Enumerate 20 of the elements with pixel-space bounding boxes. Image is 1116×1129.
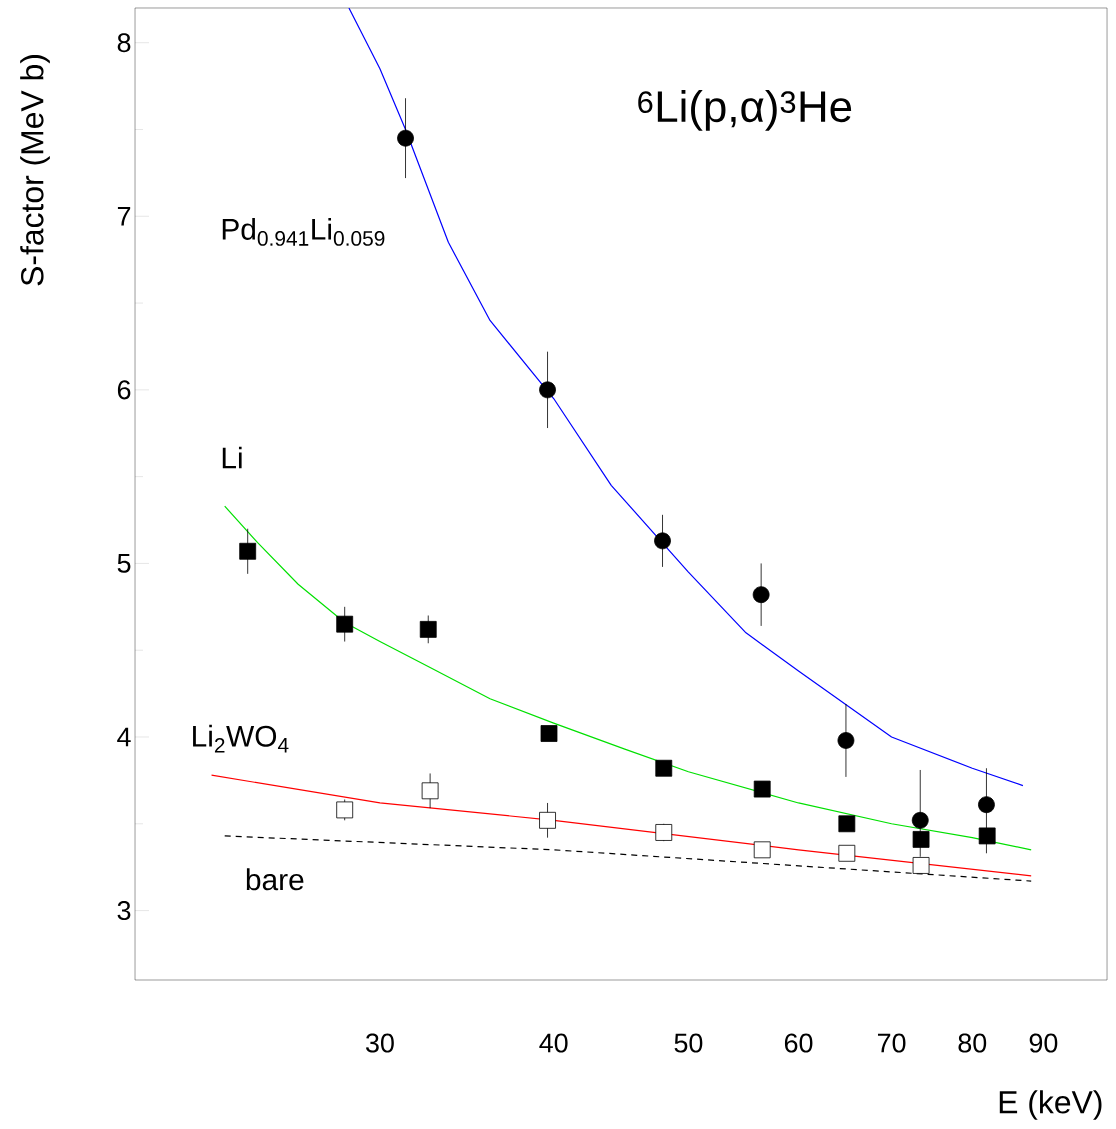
- x-axis-title: E (keV): [999, 1090, 1102, 1120]
- series-label: Li$_{2}$WO$_{4}$: [193, 724, 289, 753]
- y-tick-label: 6: [117, 380, 131, 400]
- series-label: Li: [222, 446, 242, 469]
- x-tick-label: 80: [958, 1033, 987, 1053]
- x-tick-label: 40: [539, 1033, 568, 1053]
- series-label: Pd$_{0.941}$Li$_{0.059}$: [222, 217, 385, 246]
- x-tick-label: 60: [784, 1033, 813, 1053]
- x-tick-label: 70: [877, 1033, 906, 1053]
- x-tick-label: 50: [674, 1033, 703, 1053]
- x-tick-label: 90: [1029, 1033, 1058, 1053]
- y-tick-label: 5: [117, 554, 131, 573]
- y-tick-label: 3: [117, 901, 131, 921]
- y-tick-label: 7: [117, 207, 131, 226]
- y-tick-label: 4: [117, 727, 131, 747]
- y-tick-label: 8: [117, 33, 131, 53]
- y-axis-title: S-factor (MeV b): [20, 55, 50, 286]
- x-tick-label: 30: [366, 1033, 394, 1053]
- series-label: bare: [246, 868, 304, 891]
- text: $^{6}$Li(p,α)$^{3}$He: [638, 89, 852, 131]
